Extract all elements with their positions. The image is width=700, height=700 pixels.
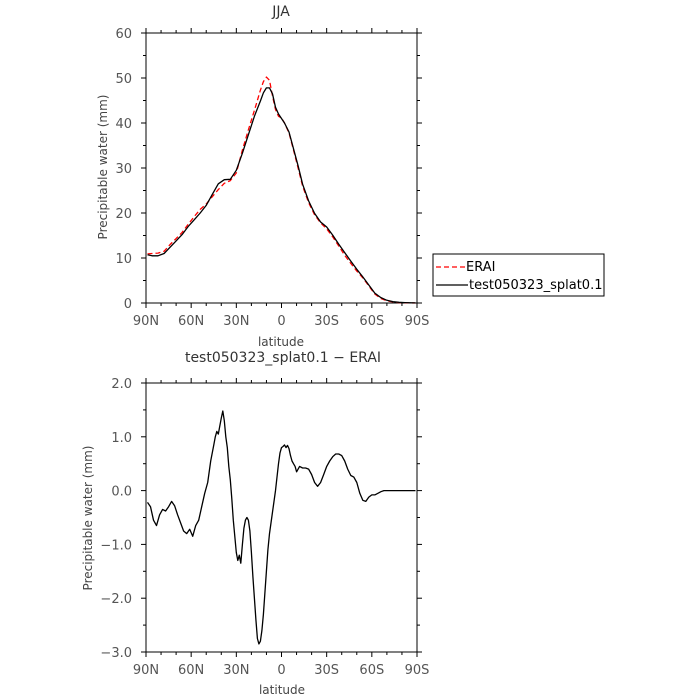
top-x-tick-label: 60S [359,314,384,329]
bottom-y-axis-label: Precipitable water (mm) [81,446,95,591]
top-y-tick-label: 30 [115,162,132,177]
bottom-x-tick-label: 30N [223,663,249,678]
bottom-x-tick-label: 60S [359,663,384,678]
legend-label-erai: ERAI [466,260,495,275]
bottom-y-tick-label: 1.0 [111,431,132,446]
top-panel-title: JJA [271,4,290,20]
bottom-plot-frame [145,382,418,653]
top-y-tick-label: 50 [115,72,132,87]
bottom-y-tick-label: 0.0 [111,485,132,500]
top-series-erai-line [147,76,416,304]
top-y-tick-label: 60 [115,27,132,42]
top-x-tick-label: 90S [405,314,430,329]
bottom-series-difference-line [146,410,416,645]
top-x-tick-label: 0 [277,314,285,329]
top-x-tick-label: 30S [314,314,339,329]
top-plot-frame [145,32,418,304]
top-y-tick-label: 40 [115,117,132,132]
bottom-x-tick-label: 0 [277,663,285,678]
top-x-tick-label: 30N [223,314,249,329]
bottom-plot-area: 90N 60N 30N 0 30S 60S 90S −3.0 −2.0 −1.0 0.0 1.0 2.0 [100,377,429,678]
bottom-x-tick-label: 30S [314,663,339,678]
bottom-x-axis-label: latitude [259,683,305,697]
top-x-tick-label: 90N [133,314,159,329]
legend-box [432,253,605,297]
top-y-tick-label: 20 [115,207,132,222]
bottom-x-tick-label: 90N [133,663,159,678]
bottom-y-tick-label: −2.0 [100,592,132,607]
bottom-x-tick-label: 60N [178,663,204,678]
top-y-axis-label: Precipitable water (mm) [96,95,110,240]
bottom-panel-title: test050323_splat0.1 − ERAI [185,350,381,366]
top-y-tick-label: 10 [115,252,132,267]
top-series-test050323-splat0-1-line [147,87,416,304]
bottom-y-tick-label: 2.0 [111,377,132,392]
legend-label-test: test050323_splat0.1 [469,278,602,293]
bottom-panel: test050323_splat0.1 − ERAI 90N 60N 30N 0 30S… [81,350,429,697]
top-x-tick-label: 60N [178,314,204,329]
bottom-y-tick-label: −1.0 [100,538,132,553]
bottom-x-tick-label: 90S [405,663,430,678]
top-x-axis-label: latitude [258,335,304,349]
legend: ERAI test050323_splat0.1 [432,253,605,297]
top-y-tick-label: 0 [124,297,132,312]
top-panel: JJA 90N 60N 30N 0 30S 60S 90S 0 10 20 30 40 50 60 lat… [96,4,429,349]
top-plot-area: 90N 60N 30N 0 30S 60S 90S 0 10 20 30 40 50 60 [115,27,429,329]
bottom-y-tick-label: −3.0 [100,646,132,661]
